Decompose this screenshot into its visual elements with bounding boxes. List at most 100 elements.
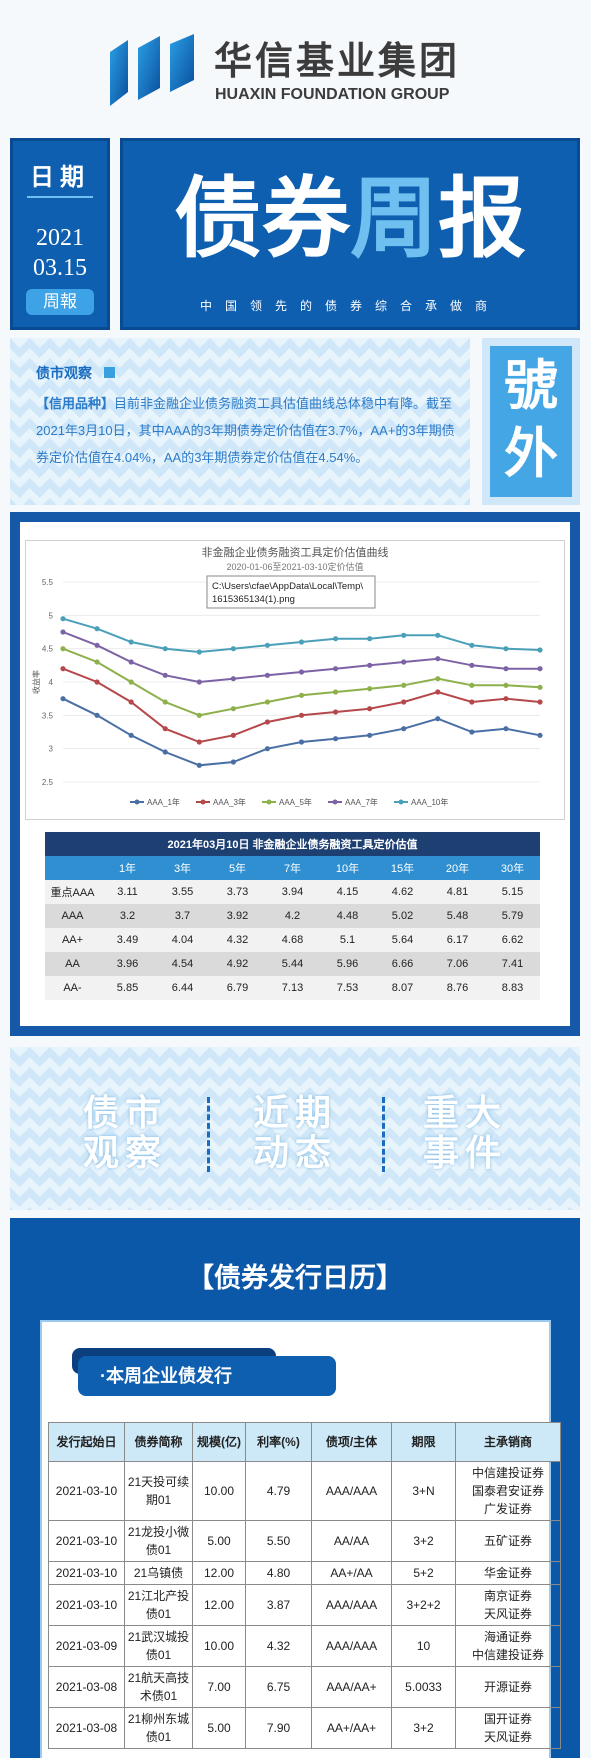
cell: 6.44 (155, 976, 210, 1000)
point (94, 659, 100, 665)
header-cell: 主承销商 (455, 1422, 561, 1462)
underwriter: 中信建投证券 (471, 1648, 544, 1662)
market-watch: 债市观察 【信用品种】目前非金融企业债务融资工具估值曲线总体稳中有降。截至202… (10, 338, 470, 505)
cell: 3.55 (155, 880, 210, 904)
point (162, 699, 168, 705)
header-cell: 7年 (265, 856, 320, 880)
calendar-subtitle: ·本周企业债发行 (78, 1356, 336, 1396)
header-cell: 期限 (391, 1422, 456, 1462)
cell: 7.06 (430, 952, 485, 976)
cell: 4.79 (245, 1461, 312, 1521)
cell: 5.1 (320, 928, 375, 952)
cell: 华金证券 (455, 1561, 561, 1585)
valuation-table: 2021年03月10日 非金融企业债务融资工具定价估值 1年 3年 5年 7年 10年 15… (45, 832, 540, 1000)
point (60, 696, 66, 702)
cell: AA+/AA+ (311, 1707, 392, 1749)
row-label: AAA (45, 904, 100, 928)
legend-marker (266, 799, 272, 805)
point (264, 746, 271, 752)
banner-line: 动态 (252, 1132, 337, 1173)
cell: AAA/AAA (311, 1584, 392, 1626)
table-row: AA+ 3.49 4.04 4.32 4.68 5.1 5.64 6.17 6.62 (45, 928, 540, 952)
point (298, 712, 305, 718)
point (537, 699, 543, 705)
legend-label: AAA_7年 (345, 797, 378, 807)
cell: 10 (391, 1625, 456, 1667)
title-row: 2021年03月10日 非金融企业债务融资工具定价估值 (45, 832, 540, 856)
point (435, 689, 441, 695)
cell: AA+/AA (311, 1561, 392, 1585)
cell: 4.62 (375, 880, 430, 904)
point (162, 672, 168, 678)
cell: 3.49 (100, 928, 155, 952)
extra-box: 號外 (482, 338, 580, 505)
point (60, 629, 66, 635)
cell: 4.80 (245, 1561, 312, 1585)
date-label: 日期 (30, 164, 90, 191)
cell: 2021-03-10 (48, 1461, 125, 1521)
header-cell: 规模(亿) (192, 1422, 246, 1462)
tooltip-text: 1615365134(1).png (212, 594, 295, 605)
cell: 7.00 (192, 1666, 246, 1708)
header-cell: 发行起始日 (48, 1422, 125, 1462)
cell: 21龙投小微债01 (124, 1520, 193, 1562)
cell: 3+N (391, 1461, 456, 1521)
point (469, 662, 475, 668)
point (435, 676, 441, 682)
extra-text: 號外 (490, 346, 572, 497)
point (332, 636, 339, 642)
divider (382, 1097, 385, 1172)
underwriter: 华金证券 (483, 1566, 532, 1580)
point (128, 679, 134, 685)
title-part: 债券 (173, 169, 350, 268)
banner-line: 观察 (82, 1132, 167, 1173)
cell: 5.00 (192, 1707, 246, 1749)
legend-marker (134, 799, 140, 805)
point (469, 642, 475, 648)
point (401, 659, 407, 665)
cell: AAA/AA+ (311, 1666, 392, 1708)
cell: 4.32 (245, 1625, 312, 1667)
underwriter: 开源证券 (483, 1680, 532, 1694)
banner-item: 近期 动态 (220, 1093, 370, 1173)
header-cell: 债项/主体 (311, 1422, 392, 1462)
cell: 21江北产投债01 (124, 1584, 193, 1626)
text: 目前非金融企业债务融资工具估值曲线总体稳中有降。截至2021年3月10日，其中A… (36, 396, 455, 465)
point (367, 732, 373, 738)
point (367, 636, 373, 642)
cell: 4.32 (210, 928, 265, 952)
header-cell: 利率(%) (245, 1422, 312, 1462)
cell: 2021-03-10 (48, 1520, 125, 1562)
point (298, 739, 305, 745)
table-row: AA 3.96 4.54 4.92 5.44 5.96 6.66 7.06 7.41 (45, 952, 540, 976)
cell: 4.68 (265, 928, 320, 952)
cell: 3.7 (155, 904, 210, 928)
header-cell: 1年 (100, 856, 155, 880)
cell: 6.17 (430, 928, 485, 952)
cell: 2021-03-10 (48, 1561, 125, 1585)
point (60, 646, 66, 652)
cell: 3.2 (100, 904, 155, 928)
point (230, 759, 236, 765)
point (503, 666, 509, 672)
legend-marker (332, 799, 338, 805)
tooltip-box (206, 575, 376, 609)
point (298, 692, 305, 698)
cell: 6.75 (245, 1666, 312, 1708)
cell: 5.85 (100, 976, 155, 1000)
cell: 5.0033 (391, 1666, 456, 1708)
banner: 债市 观察 近期 动态 重大 事件 (10, 1047, 580, 1210)
point (537, 647, 543, 653)
cell: AA/AA (311, 1520, 392, 1562)
header-row: 发行起始日 债券简称 规模(亿) 利率(%) 债项/主体 期限 主承销商 (48, 1422, 561, 1462)
legend-label: AAA_5年 (279, 797, 312, 807)
point (230, 732, 236, 738)
point (128, 659, 134, 665)
y-axis-label: 收益率 (31, 670, 41, 694)
cell: 3.92 (210, 904, 265, 928)
title: 债券周报 (123, 169, 577, 269)
point (503, 646, 509, 652)
cell: 5.15 (485, 880, 540, 904)
cell: 21航天高技术债01 (124, 1666, 193, 1708)
y-tick-label: 4.5 (42, 645, 54, 654)
